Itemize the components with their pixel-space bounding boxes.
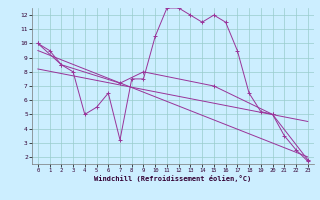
X-axis label: Windchill (Refroidissement éolien,°C): Windchill (Refroidissement éolien,°C) — [94, 175, 252, 182]
